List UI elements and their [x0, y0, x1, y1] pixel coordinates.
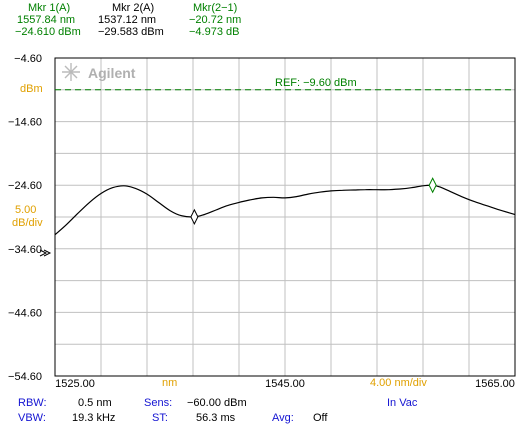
x-tick-labels: 1525.00 1545.00 1565.00	[55, 378, 515, 390]
x-tick-label: 1545.00	[265, 378, 305, 390]
marker1-wavelength: 1557.84 nm	[17, 14, 76, 26]
reference-label: REF: −9.60 dBm	[275, 77, 357, 89]
y-unit-label: dBm	[20, 83, 43, 95]
avg-label: Avg:	[272, 412, 294, 424]
marker-delta-wavelength: −20.72 nm	[189, 14, 242, 26]
y-tick-label: −44.60	[8, 307, 42, 319]
sens-label: Sens:	[144, 397, 173, 409]
rbw-label: RBW:	[18, 397, 47, 409]
vbw-value: 19.3 kHz	[72, 412, 116, 424]
marker2-power: −29.583 dBm	[98, 26, 164, 38]
plot-frame	[54, 57, 516, 377]
avg-value: Off	[313, 412, 328, 424]
x-unit-label: nm	[162, 377, 178, 389]
vbw-label: VBW:	[18, 412, 46, 424]
y-tick-label: −54.60	[8, 371, 42, 383]
y-tick-label: −14.60	[8, 117, 42, 129]
markers	[190, 177, 437, 226]
y-tick-labels: −4.60 −14.60 −24.60 −34.60 −44.60 −54.60	[8, 53, 42, 383]
input-arrow-icon	[39, 249, 52, 257]
x-tick-label: 1565.00	[475, 378, 515, 390]
agilent-spark-icon	[62, 63, 80, 81]
medium-label: In Vac	[387, 397, 418, 409]
y-tick-label: −24.60	[8, 180, 42, 192]
y-tick-label: −4.60	[14, 53, 42, 65]
marker2-label: Mkr 2(A)	[112, 2, 155, 14]
y-scale-value: 5.00	[15, 204, 37, 216]
marker1-power: −24.610 dBm	[15, 26, 81, 38]
y-tick-label: −34.60	[8, 244, 42, 256]
marker2-wavelength: 1537.12 nm	[98, 14, 157, 26]
logo-text: Agilent	[88, 65, 136, 81]
marker-delta-label: Mkr(2−1)	[193, 2, 238, 14]
marker-delta-power: −4.973 dB	[189, 26, 240, 38]
st-value: 56.3 ms	[196, 412, 236, 424]
marker-2-diamond[interactable]	[190, 208, 199, 226]
st-label: ST:	[152, 412, 168, 424]
marker1-label: Mkr 1(A)	[28, 2, 71, 14]
agilent-logo: Agilent	[62, 63, 136, 81]
grid	[55, 58, 515, 376]
marker-1-diamond[interactable]	[428, 177, 437, 194]
y-scale-unit: dB/div	[12, 217, 43, 229]
x-span-label: 4.00 nm/div	[370, 377, 427, 389]
x-tick-label: 1525.00	[55, 378, 95, 390]
sens-value: −60.00 dBm	[187, 397, 247, 409]
rbw-value: 0.5 nm	[78, 397, 112, 409]
